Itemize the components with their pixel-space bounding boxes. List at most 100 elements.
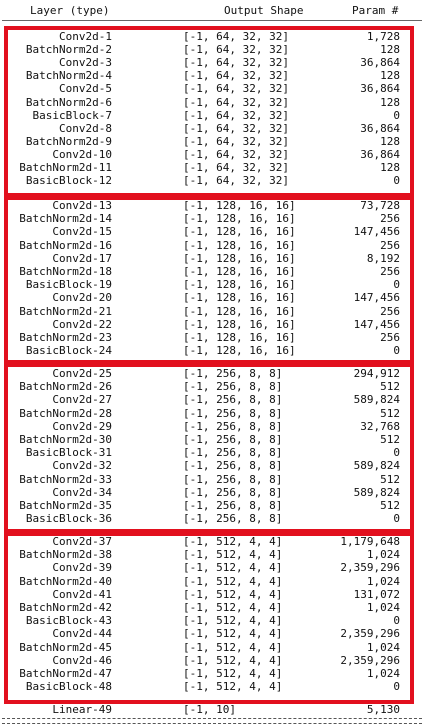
output-shape: [-1, 128, 16, 16]: [183, 317, 296, 331]
param-count: 8,192: [366, 251, 400, 265]
table-row: Conv2d-15 [-1, 128, 16, 16] 147,456: [0, 226, 424, 238]
output-shape: [-1, 512, 4, 4]: [183, 653, 283, 667]
output-shape: [-1, 256, 8, 8]: [183, 393, 283, 407]
layer-name: Conv2d-39: [52, 561, 112, 575]
layer-name: BatchNorm2d-9: [25, 134, 112, 148]
param-count: 0: [393, 108, 400, 122]
output-shape: [-1, 64, 32, 32]: [183, 121, 289, 135]
table-row: BasicBlock-19 [-1, 128, 16, 16] 0: [0, 279, 424, 291]
layer-name: Conv2d-25: [52, 367, 112, 380]
output-shape: [-1, 512, 4, 4]: [183, 667, 283, 680]
param-count: 36,864: [360, 82, 400, 96]
table-row: BasicBlock-36 [-1, 256, 8, 8] 0: [0, 513, 424, 525]
output-shape: [-1, 64, 32, 32]: [183, 69, 289, 83]
output-shape: [-1, 512, 4, 4]: [183, 587, 283, 601]
layer-name: BatchNorm2d-2: [25, 43, 112, 57]
table-footer-divider: [2, 718, 422, 724]
output-shape: [-1, 256, 8, 8]: [183, 380, 283, 394]
highlight-box-stage-3: [4, 363, 414, 533]
table-row: Conv2d-32 [-1, 256, 8, 8] 589,824: [0, 460, 424, 472]
param-count: 512: [380, 380, 400, 394]
param-count: 128: [380, 95, 400, 109]
layer-name: BatchNorm2d-38: [19, 548, 112, 562]
table-row: BatchNorm2d-23 [-1, 128, 16, 16] 256: [0, 332, 424, 344]
table-row: BatchNorm2d-2 [-1, 64, 32, 32] 128: [0, 44, 424, 56]
table-row: Conv2d-27 [-1, 256, 8, 8] 589,824: [0, 394, 424, 406]
param-count: 131,072: [353, 587, 400, 601]
layer-name: Conv2d-8: [59, 121, 112, 135]
table-row: BasicBlock-31 [-1, 256, 8, 8] 0: [0, 447, 424, 459]
layer-name: BatchNorm2d-21: [19, 304, 112, 318]
output-shape: [-1, 256, 8, 8]: [183, 419, 283, 433]
param-count: 36,864: [360, 56, 400, 70]
table-row: BasicBlock-7 [-1, 64, 32, 32] 0: [0, 108, 424, 122]
param-count: 256: [380, 212, 400, 226]
output-shape: [-1, 128, 16, 16]: [183, 278, 296, 292]
output-shape: [-1, 128, 16, 16]: [183, 331, 296, 344]
param-count: 256: [380, 265, 400, 278]
table-row: Conv2d-13 [-1, 128, 16, 16] 73,728: [0, 200, 424, 212]
layer-name: BasicBlock-19: [25, 278, 112, 292]
layer-name: BatchNorm2d-35: [19, 499, 112, 512]
param-count: 128: [380, 69, 400, 83]
table-row: Conv2d-17 [-1, 128, 16, 16] 8,192: [0, 251, 424, 265]
table-row: Conv2d-5 [-1, 64, 32, 32] 36,864: [0, 83, 424, 95]
layer-name: Conv2d-3: [59, 56, 112, 70]
table-row: Conv2d-41 [-1, 512, 4, 4] 131,072: [0, 587, 424, 601]
layer-name: BasicBlock-12: [25, 174, 112, 188]
table-row: Conv2d-29 [-1, 256, 8, 8] 32,768: [0, 419, 424, 433]
layer-name: BatchNorm2d-14: [19, 212, 112, 226]
output-shape: [-1, 512, 4, 4]: [183, 627, 283, 641]
param-count: 128: [380, 161, 400, 174]
highlight-box-stage-2: [4, 196, 414, 364]
param-count: 128: [380, 134, 400, 148]
param-count: 512: [380, 499, 400, 512]
output-shape: [-1, 256, 8, 8]: [183, 446, 283, 460]
param-count: 0: [393, 614, 400, 628]
param-count: 512: [380, 472, 400, 486]
param-count: 32,768: [360, 419, 400, 433]
param-count: 73,728: [360, 199, 400, 212]
table-row: Conv2d-44 [-1, 512, 4, 4] 2,359,296: [0, 628, 424, 640]
param-count: 128: [380, 43, 400, 57]
layer-name: Conv2d-17: [52, 251, 112, 265]
output-shape: [-1, 128, 16, 16]: [183, 238, 296, 252]
layer-name: Conv2d-10: [52, 147, 112, 161]
param-count: 589,824: [353, 459, 400, 473]
output-shape: [-1, 512, 4, 4]: [183, 535, 283, 548]
param-count: 256: [380, 238, 400, 252]
output-shape: [-1, 128, 16, 16]: [183, 291, 296, 305]
param-count: 2,359,296: [340, 627, 400, 641]
param-count: 36,864: [360, 147, 400, 161]
output-shape: [-1, 64, 32, 32]: [183, 95, 289, 109]
param-count: 589,824: [353, 393, 400, 407]
layer-name: BasicBlock-36: [25, 512, 112, 526]
layer-name: Conv2d-5: [59, 82, 112, 96]
table-row: BatchNorm2d-40 [-1, 512, 4, 4] 1,024: [0, 574, 424, 588]
layer-name: Conv2d-20: [52, 291, 112, 305]
table-row: BatchNorm2d-9 [-1, 64, 32, 32] 128: [0, 134, 424, 148]
output-shape: [-1, 64, 32, 32]: [183, 134, 289, 148]
table-row: Conv2d-25 [-1, 256, 8, 8] 294,912: [0, 368, 424, 380]
output-shape: [-1, 128, 16, 16]: [183, 225, 296, 239]
table-row: BatchNorm2d-11 [-1, 64, 32, 32] 128: [0, 162, 424, 174]
output-shape: [-1, 64, 32, 32]: [183, 174, 289, 188]
layer-name: BasicBlock-48: [25, 680, 112, 694]
table-row: Conv2d-8 [-1, 64, 32, 32] 36,864: [0, 121, 424, 135]
output-shape: [-1, 128, 16, 16]: [183, 212, 296, 226]
table-row: BatchNorm2d-21 [-1, 128, 16, 16] 256: [0, 304, 424, 318]
output-shape: [-1, 64, 32, 32]: [183, 43, 289, 57]
output-shape: [-1, 256, 8, 8]: [183, 472, 283, 486]
param-count: 589,824: [353, 485, 400, 499]
param-count: 256: [380, 304, 400, 318]
param-count: 147,456: [353, 317, 400, 331]
table-row: BasicBlock-48 [-1, 512, 4, 4] 0: [0, 681, 424, 693]
table-row: Conv2d-34 [-1, 256, 8, 8] 589,824: [0, 485, 424, 499]
table-row: BasicBlock-12 [-1, 64, 32, 32] 0: [0, 175, 424, 187]
output-shape: [-1, 512, 4, 4]: [183, 601, 283, 614]
param-count: 1,024: [366, 574, 400, 588]
param-count: 0: [393, 344, 400, 358]
layer-name: BatchNorm2d-30: [19, 433, 112, 446]
param-count: 0: [393, 278, 400, 292]
table-row: Conv2d-20 [-1, 128, 16, 16] 147,456: [0, 292, 424, 304]
